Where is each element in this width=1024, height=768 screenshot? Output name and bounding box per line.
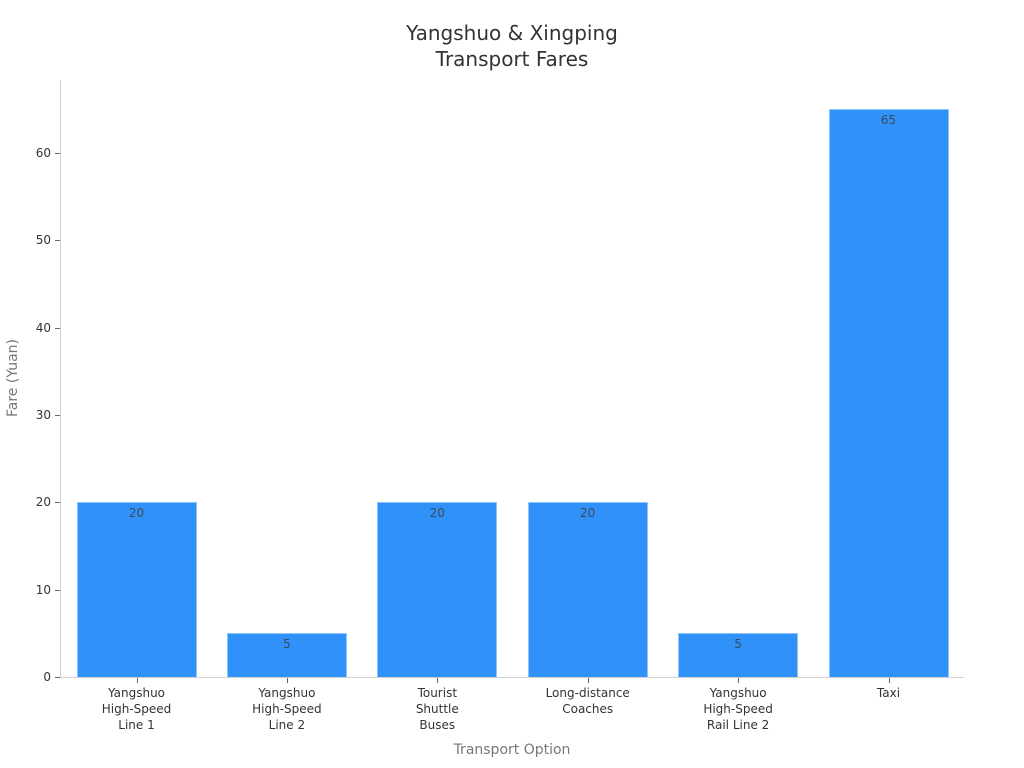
x-tick-label-line: Yangshuo — [258, 686, 316, 700]
bar-value-label: 5 — [734, 637, 742, 652]
x-tick-label-line: Coaches — [562, 702, 614, 716]
y-tick-label: 50 — [35, 233, 51, 248]
x-tick-mark — [287, 678, 288, 683]
y-tick-label: 60 — [35, 146, 51, 161]
y-tick-label: 10 — [35, 582, 51, 597]
x-tick-label: Yangshuo High-Speed Rail Line 2 — [663, 685, 813, 733]
y-tick-mark — [55, 677, 60, 678]
y-tick: 40 — [0, 321, 60, 335]
x-tick-mark — [738, 678, 739, 683]
x-tick-mark — [588, 678, 589, 683]
y-tick: 10 — [0, 583, 60, 597]
y-tick: 50 — [0, 233, 60, 247]
x-tick-mark — [437, 678, 438, 683]
x-tick-label: Taxi — [814, 685, 964, 701]
x-tick-label-line: Buses — [419, 718, 456, 732]
x-tick-label-line: Tourist — [417, 686, 458, 700]
y-tick-mark — [55, 502, 60, 504]
bar-value-label: 20 — [429, 506, 445, 521]
y-tick-mark — [55, 327, 60, 329]
bar[interactable]: 20 — [527, 502, 648, 677]
x-tick-label-line: Yangshuo — [709, 686, 767, 700]
chart-title: Yangshuo & Xingping Transport Fares — [0, 20, 1024, 72]
y-tick-label: 40 — [35, 320, 51, 335]
y-tick-mark — [55, 153, 60, 155]
bar-value-label: 20 — [580, 506, 596, 521]
x-tick-label-line: Line 1 — [118, 718, 155, 732]
x-tick-label-line: High-Speed — [252, 702, 322, 716]
x-tick-label-line: High-Speed — [703, 702, 773, 716]
y-tick-mark — [55, 240, 60, 242]
chart-title-line-1: Yangshuo & Xingping — [406, 21, 618, 45]
bar[interactable]: 5 — [226, 633, 347, 677]
y-tick-label: 30 — [35, 408, 51, 422]
x-tick-label: Yangshuo High-Speed Line 1 — [62, 685, 212, 733]
x-tick-mark — [137, 678, 138, 683]
x-tick-label-line: Taxi — [876, 686, 901, 700]
x-tick-label: Tourist Shuttle Buses — [362, 685, 512, 733]
y-tick-label: 20 — [35, 495, 51, 510]
y-tick-mark — [55, 415, 60, 416]
x-tick-label-line: Long-distance — [545, 686, 630, 700]
bar[interactable]: 20 — [76, 502, 197, 677]
x-axis-label: Transport Option — [453, 742, 571, 758]
bar[interactable]: 20 — [377, 502, 498, 677]
y-axis-line — [60, 80, 61, 677]
x-tick-label-line: High-Speed — [101, 702, 172, 716]
y-tick-label: 0 — [43, 670, 51, 684]
x-axis-line — [60, 677, 964, 678]
y-tick: 20 — [0, 495, 60, 509]
x-tick-label-line: Yangshuo — [107, 686, 166, 700]
x-tick-label-line: Line 2 — [268, 718, 306, 732]
bar-value-label: 5 — [283, 637, 291, 652]
x-tick-label-line: Rail Line 2 — [706, 718, 770, 732]
y-axis-label: Fare (Yuan) — [5, 338, 21, 418]
x-tick-label: Long-distance Coaches — [513, 685, 663, 717]
x-tick-label: Yangshuo High-Speed Line 2 — [212, 685, 362, 733]
y-tick: 0 — [0, 670, 60, 684]
bar-value-label: 20 — [128, 506, 145, 521]
x-tick-label-line: Shuttle — [415, 702, 459, 716]
y-tick-mark — [55, 589, 60, 591]
bar-value-label: 65 — [880, 113, 897, 128]
chart-title-line-2: Transport Fares — [435, 47, 589, 71]
y-tick: 30 — [0, 408, 60, 422]
x-tick-mark — [889, 678, 890, 683]
bar[interactable]: 5 — [678, 633, 799, 677]
y-tick: 60 — [0, 146, 60, 160]
bar[interactable]: 65 — [828, 109, 949, 677]
